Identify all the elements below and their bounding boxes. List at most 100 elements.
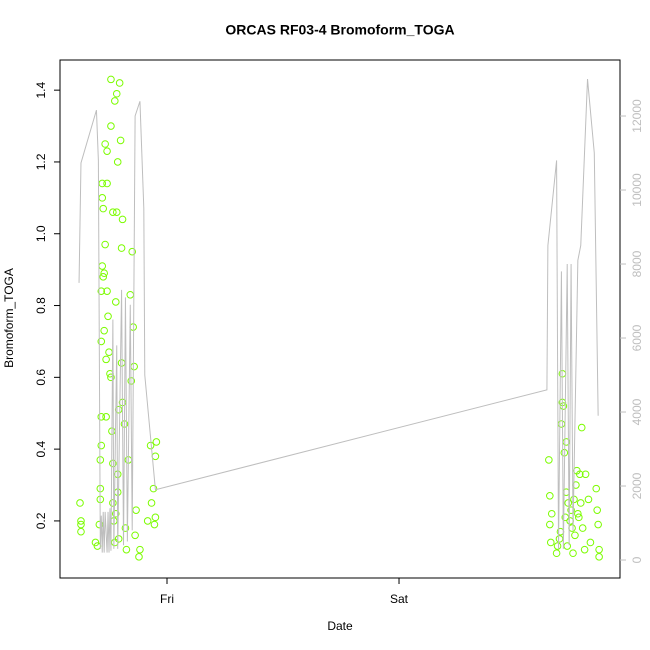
y2-tick-label: 2000	[630, 472, 644, 499]
data-point	[107, 75, 115, 84]
data-point	[595, 553, 603, 561]
data-point	[107, 373, 115, 382]
data-point	[592, 484, 601, 493]
data-point	[594, 520, 602, 529]
data-point	[128, 247, 137, 256]
data-point	[143, 517, 152, 525]
data-point	[76, 499, 84, 507]
y-tick-label: 0.2	[34, 512, 48, 529]
data-point	[557, 420, 566, 428]
data-point	[100, 326, 108, 335]
data-point	[118, 215, 127, 224]
data-point	[567, 506, 575, 514]
data-point	[105, 348, 113, 357]
data-point	[99, 204, 108, 213]
data-point	[109, 499, 117, 507]
data-point	[126, 290, 135, 299]
chart-title: ORCAS RF03-4 Bromoform_TOGA	[225, 22, 454, 38]
data-point	[77, 527, 85, 536]
x-tick-label: Fri	[160, 592, 174, 606]
data-point	[114, 405, 123, 414]
data-point	[546, 491, 554, 500]
y2-tick-label: 8000	[630, 250, 644, 277]
data-point	[97, 337, 106, 346]
data-point	[97, 287, 106, 295]
data-point	[111, 538, 119, 547]
data-point	[77, 517, 85, 525]
y-tick-label: 1.0	[34, 225, 48, 242]
data-point	[111, 509, 120, 518]
data-point	[581, 470, 590, 479]
data-point	[101, 140, 109, 148]
x-axis-label: Date	[327, 619, 353, 633]
data-point	[103, 179, 111, 188]
data-point	[103, 147, 111, 155]
data-point	[150, 520, 159, 529]
data-point	[569, 549, 577, 558]
altitude-line	[78, 78, 599, 553]
data-point	[151, 452, 160, 461]
data-point	[546, 520, 554, 529]
data-point	[117, 244, 126, 252]
data-point	[546, 538, 555, 547]
data-point	[101, 240, 109, 249]
y-tick-label: 0.4	[34, 440, 48, 457]
data-point	[107, 122, 115, 130]
data-point	[575, 513, 583, 522]
data-point	[77, 520, 85, 529]
data-point	[97, 441, 106, 450]
data-point	[563, 542, 572, 550]
data-point	[98, 194, 107, 202]
data-point	[121, 524, 130, 532]
data-point	[91, 538, 100, 547]
y2-tick-label: 6000	[630, 324, 644, 351]
data-point	[122, 545, 131, 554]
data-point	[545, 456, 553, 464]
data-point	[564, 499, 572, 507]
data-point	[547, 509, 556, 518]
data-point	[586, 538, 595, 547]
data-point	[112, 208, 121, 217]
data-point	[576, 499, 585, 507]
data-point	[102, 355, 110, 364]
plot-frame	[59, 59, 621, 579]
x-tick-label: Sat	[390, 592, 409, 606]
data-point	[552, 549, 561, 558]
data-point	[99, 273, 108, 281]
data-point	[109, 459, 117, 468]
data-point	[151, 513, 160, 522]
data-point	[103, 287, 111, 295]
data-point	[115, 79, 124, 87]
data-point	[553, 542, 562, 550]
y2-tick-label: 0	[630, 556, 644, 563]
y-tick-label: 0.6	[34, 369, 48, 386]
data-point	[116, 136, 125, 145]
data-point	[149, 484, 158, 493]
y-axis-label: Bromoform_TOGA	[2, 268, 16, 368]
y-tick-label: 1.2	[34, 153, 48, 170]
data-point	[97, 413, 106, 421]
data-point	[112, 89, 121, 98]
data-point	[132, 506, 140, 514]
y-tick-label: 0.8	[34, 297, 48, 314]
data-point	[109, 208, 117, 217]
y2-tick-label: 12000	[630, 99, 644, 133]
data-point	[100, 269, 108, 278]
data-point	[104, 312, 112, 321]
data-point	[578, 524, 587, 532]
data-point	[113, 158, 122, 166]
data-point	[574, 509, 582, 518]
data-point	[593, 506, 601, 514]
data-point	[98, 262, 107, 270]
data-point	[136, 545, 144, 554]
data-point	[571, 531, 579, 540]
data-point	[111, 298, 120, 306]
y-tick-label: 1.4	[34, 81, 48, 98]
data-point	[114, 535, 123, 543]
y2-tick-label: 4000	[630, 398, 644, 425]
data-point	[577, 423, 586, 432]
data-point	[102, 413, 110, 421]
data-point	[584, 495, 593, 504]
data-point	[147, 499, 156, 507]
